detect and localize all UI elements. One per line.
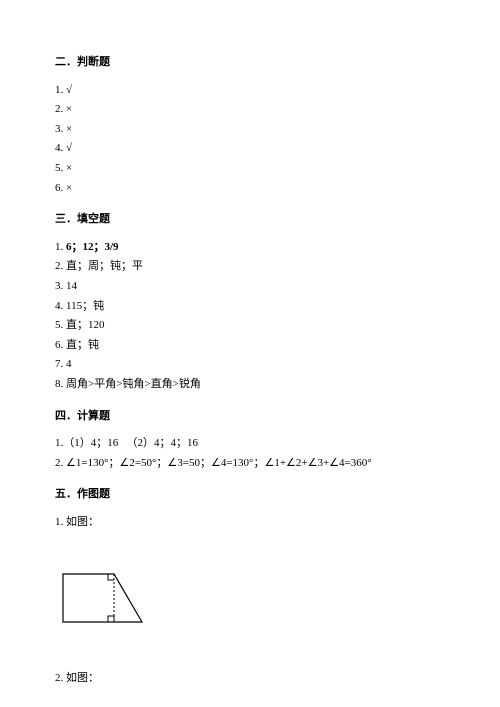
calculation-answer: 2. ∠1=130°；∠2=50°；∠3=50；∠4=130°；∠1+∠2+∠3…	[55, 455, 445, 473]
section-title-judgment: 二．判断题	[55, 54, 445, 72]
trapezoid-svg	[60, 571, 146, 625]
calculation-answers: 1.（1）4；16 （2）4；4；16 2. ∠1=130°；∠2=50°；∠3…	[55, 435, 445, 472]
fillblank-answer: 7. 4	[55, 356, 445, 374]
fillblank-answer: 6. 直；钝	[55, 337, 445, 355]
right-angle-top	[108, 574, 114, 580]
section-title-drawing: 五．作图题	[55, 486, 445, 504]
fillblank-answer: 8. 周角>平角>钝角>直角>锐角	[55, 376, 445, 394]
drawing-label: 1. 如图：	[55, 514, 445, 532]
fillblank-answers: 1. 6；12；3/9 2. 直；周；钝；平 3. 14 4. 115；钝 5.…	[55, 239, 445, 394]
trapezoid-outline	[63, 574, 142, 622]
section-title-fillblank: 三．填空题	[55, 211, 445, 229]
judgment-answer: 3. ×	[55, 121, 445, 139]
calculation-answer: 1.（1）4；16 （2）4；4；16	[55, 435, 445, 453]
drawing-label: 2. 如图：	[55, 670, 445, 688]
judgment-answer: 6. ×	[55, 180, 445, 198]
judgment-answers: 1. √ 2. × 3. × 4. √ 5. × 6. ×	[55, 82, 445, 198]
fillblank-answer: 4. 115；钝	[55, 298, 445, 316]
judgment-answer: 4. √	[55, 140, 445, 158]
fillblank-answer: 5. 直；120	[55, 317, 445, 335]
right-angle-bottom	[108, 616, 114, 622]
trapezoid-figure	[60, 571, 445, 632]
fillblank-answer: 3. 14	[55, 278, 445, 296]
judgment-answer: 5. ×	[55, 160, 445, 178]
section-title-calculation: 四．计算题	[55, 408, 445, 426]
fillblank-answer: 2. 直；周；钝；平	[55, 258, 445, 276]
judgment-answer: 2. ×	[55, 101, 445, 119]
fillblank-answer: 1. 6；12；3/9	[55, 239, 445, 257]
drawing-item-1: 1. 如图：	[55, 514, 445, 670]
drawing-item-2: 2. 如图：	[55, 670, 445, 688]
judgment-answer: 1. √	[55, 82, 445, 100]
